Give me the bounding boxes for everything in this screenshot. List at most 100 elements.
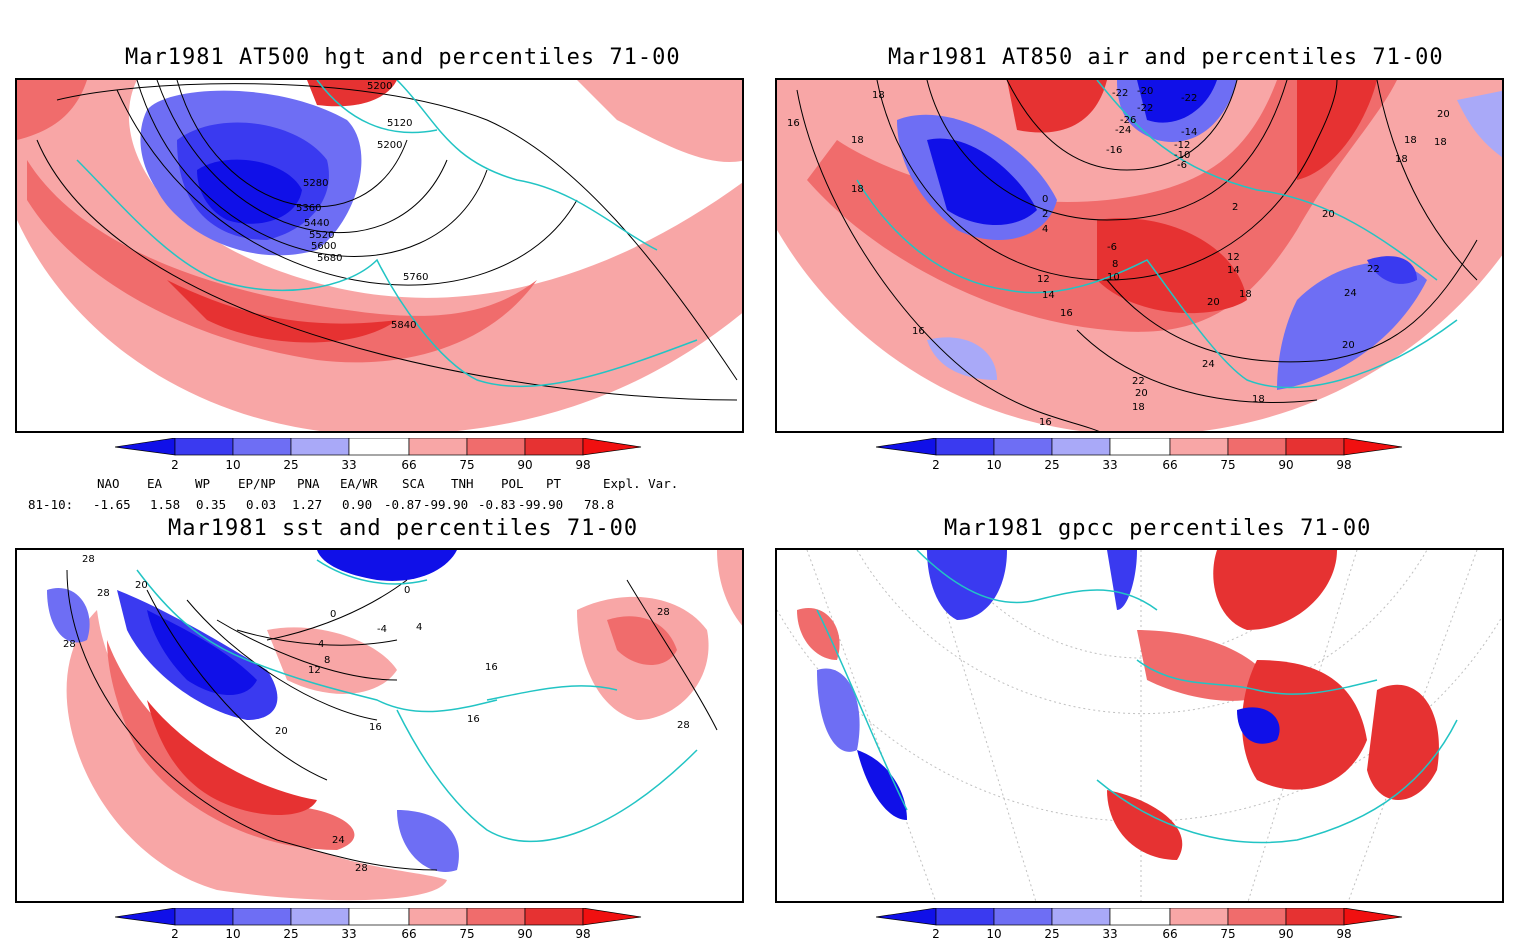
- contour-label: 5760: [403, 272, 428, 283]
- colorbar-tick: 66: [401, 458, 416, 472]
- contour-label: 22: [1367, 264, 1380, 275]
- contour-label: 14: [1042, 290, 1055, 301]
- colorbar-tick: 25: [1044, 927, 1059, 941]
- contour-label: 20: [1437, 109, 1450, 120]
- contour-label: 8: [324, 655, 330, 666]
- contour-label: -22: [1181, 93, 1197, 104]
- contour-label: 18: [872, 90, 885, 101]
- contour-label: 16: [467, 714, 480, 725]
- index-value-wp: 0.35: [196, 497, 227, 512]
- contour-label: 28: [63, 639, 76, 650]
- colorbar-tick: 66: [1162, 927, 1177, 941]
- index-header-tnh: TNH: [451, 476, 474, 491]
- contour-label: 0: [330, 609, 336, 620]
- colorbar-tick: 2: [932, 458, 940, 472]
- colorbar-tick: 98: [1336, 927, 1351, 941]
- contour-label: -4: [377, 624, 387, 635]
- contour-label: 16: [369, 722, 382, 733]
- hgt-map: 5200 5120 5200 5280 5360 5440 5520 5600 …: [15, 78, 744, 433]
- contour-label: 28: [677, 720, 690, 731]
- colorbar-tick: 66: [401, 927, 416, 941]
- contour-label: 5360: [296, 203, 321, 214]
- contour-label: 5680: [317, 253, 342, 264]
- colorbar-tick: 25: [283, 927, 298, 941]
- colorbar-top-right: 2 10 25 33 66 75 90 98: [876, 438, 1403, 472]
- index-value-ea: 1.58: [150, 497, 181, 512]
- colorbar-tick: 10: [986, 458, 1001, 472]
- contour-label: 5200: [367, 81, 392, 92]
- index-header-expl-var: Expl. Var.: [603, 476, 679, 491]
- sst-map: 28 28 20 28 0 0 4 -4 4 8 12 16 20 16 16 …: [15, 548, 744, 903]
- contour-label: -12: [1174, 140, 1190, 151]
- gpcc-map: [775, 548, 1504, 903]
- colorbar-tick: 75: [1220, 927, 1235, 941]
- contour-label: 16: [485, 662, 498, 673]
- colorbar-tick: 75: [459, 458, 474, 472]
- contour-label: 4: [1042, 224, 1048, 235]
- contour-label: 0: [404, 585, 410, 596]
- contour-label: 18: [1132, 402, 1145, 413]
- contour-label: 5280: [303, 178, 328, 189]
- contour-label: 12: [1037, 274, 1050, 285]
- contour-label: 24: [1344, 288, 1357, 299]
- contour-label: 28: [82, 554, 95, 565]
- colorbar-bottom-right: 2 10 25 33 66 75 90 98: [876, 908, 1403, 941]
- sst-panel-title: Mar1981 sst and percentiles 71-00: [168, 516, 639, 541]
- contour-label: 10: [1107, 272, 1120, 283]
- contour-label: 12: [308, 665, 321, 676]
- colorbar-tick: 2: [932, 927, 940, 941]
- contour-label: 28: [657, 607, 670, 618]
- contour-label: 20: [135, 580, 148, 591]
- contour-label: -22: [1112, 88, 1128, 99]
- index-header-pol: POL: [501, 476, 524, 491]
- contour-label: 5520: [309, 230, 334, 241]
- contour-label: 14: [1227, 265, 1240, 276]
- contour-label: -6: [1177, 160, 1187, 171]
- contour-label: 20: [275, 726, 288, 737]
- colorbar-top-left: 2 10 25 33 66 75 90 98: [115, 438, 642, 472]
- index-header-pt: PT: [546, 476, 562, 491]
- index-header-pna: PNA: [297, 476, 320, 491]
- index-value-pna: 1.27: [292, 497, 323, 512]
- index-value-expl-var: 78.8: [584, 497, 615, 512]
- colorbar-tick: 75: [459, 927, 474, 941]
- contour-label: 18: [1395, 154, 1408, 165]
- contour-label: 16: [787, 118, 800, 129]
- contour-label: 12: [1227, 252, 1240, 263]
- index-header-sca: SCA: [402, 476, 425, 491]
- colorbar-tick: 33: [1102, 927, 1117, 941]
- contour-label: 28: [355, 863, 368, 874]
- contour-label: -14: [1181, 127, 1197, 138]
- contour-label: 18: [1404, 135, 1417, 146]
- contour-label: 5120: [387, 118, 412, 129]
- contour-label: 8: [1112, 259, 1118, 270]
- colorbar-tick: 90: [517, 927, 532, 941]
- index-value-sca: -0.87: [384, 497, 422, 512]
- colorbar-tick: 10: [225, 458, 240, 472]
- contour-label: -6: [1107, 242, 1117, 253]
- index-header-ea: EA: [147, 476, 163, 491]
- contour-label: 5600: [311, 241, 336, 252]
- contour-label: 20: [1207, 297, 1220, 308]
- colorbar-tick: 90: [1278, 458, 1293, 472]
- contour-label: 28: [97, 588, 110, 599]
- colorbar-tick: 33: [1102, 458, 1117, 472]
- air-panel-title: Mar1981 AT850 air and percentiles 71-00: [888, 45, 1444, 70]
- contour-label: 18: [1252, 394, 1265, 405]
- hgt-panel-title: Mar1981 AT500 hgt and percentiles 71-00: [125, 45, 681, 70]
- contour-label: 20: [1322, 209, 1335, 220]
- index-row-label: 81-10:: [28, 497, 74, 512]
- colorbar-tick: 2: [171, 927, 179, 941]
- colorbar-tick: 98: [575, 927, 590, 941]
- contour-label: -16: [1106, 145, 1122, 156]
- index-header-epnp: EP/NP: [238, 476, 276, 491]
- contour-label: 2: [1232, 202, 1238, 213]
- index-value-pt: -99.90: [518, 497, 564, 512]
- contour-label: -20: [1137, 86, 1153, 97]
- index-value-epnp: 0.03: [246, 497, 277, 512]
- contour-label: 18: [1239, 289, 1252, 300]
- index-header-wp: WP: [195, 476, 211, 491]
- contour-label: 5840: [391, 320, 416, 331]
- contour-label: 2: [1042, 209, 1048, 220]
- colorbar-tick: 25: [1044, 458, 1059, 472]
